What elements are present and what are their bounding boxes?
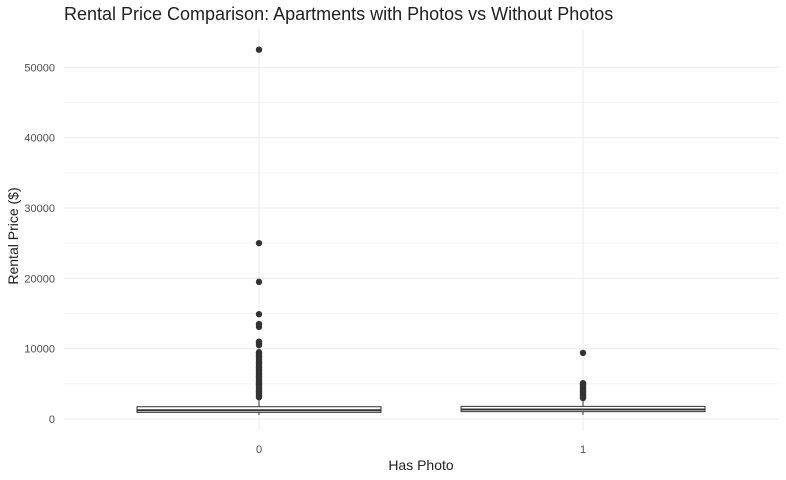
outlier-point bbox=[255, 341, 263, 349]
y-tick-label: 50000 bbox=[24, 62, 55, 74]
y-axis-ticks: 0 10000 20000 30000 40000 50000 bbox=[24, 62, 55, 426]
y-tick-label: 40000 bbox=[24, 133, 55, 145]
y-tick-label: 0 bbox=[49, 414, 55, 426]
outlier-point bbox=[255, 323, 263, 331]
x-tick-label: 1 bbox=[580, 444, 586, 456]
box-group bbox=[460, 349, 706, 415]
outlier-point bbox=[255, 46, 263, 53]
box-plot-series bbox=[136, 46, 706, 416]
outlier-point bbox=[255, 278, 263, 286]
outlier-point bbox=[255, 394, 263, 401]
chart-title: Rental Price Comparison: Apartments with… bbox=[64, 4, 613, 24]
box-group bbox=[136, 46, 382, 416]
outlier-point bbox=[255, 311, 263, 318]
y-axis-title: Rental Price ($) bbox=[5, 187, 21, 284]
outlier-point bbox=[579, 394, 587, 402]
grid-lines bbox=[64, 30, 779, 431]
y-tick-label: 30000 bbox=[24, 203, 55, 215]
x-tick-label: 0 bbox=[256, 444, 262, 456]
outlier-point bbox=[579, 349, 587, 357]
y-tick-label: 20000 bbox=[24, 273, 55, 285]
x-axis-title: Has Photo bbox=[388, 457, 454, 473]
outlier-point bbox=[255, 239, 263, 247]
y-tick-label: 10000 bbox=[24, 344, 55, 356]
